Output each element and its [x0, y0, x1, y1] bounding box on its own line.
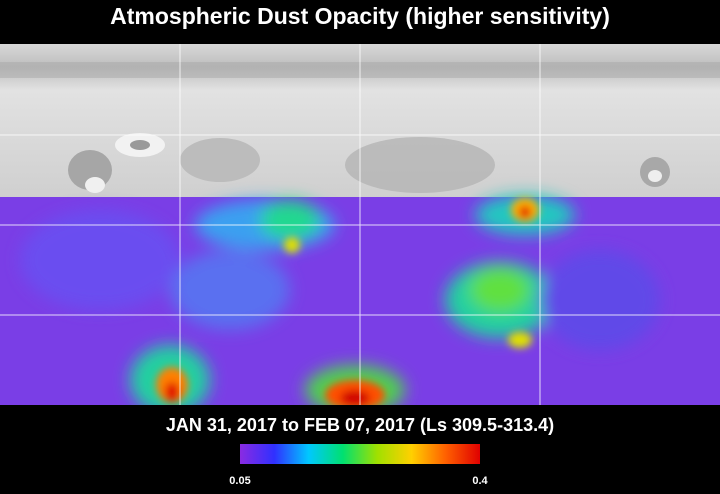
title: Atmospheric Dust Opacity (higher sensiti… [110, 3, 610, 29]
colorbar [240, 444, 480, 464]
colorbar-min-label: 0.05 [229, 475, 250, 487]
map [0, 44, 720, 405]
colorbar-max-label: 0.4 [472, 475, 488, 487]
date-range: JAN 31, 2017 to FEB 07, 2017 (Ls 309.5-3… [166, 415, 554, 435]
